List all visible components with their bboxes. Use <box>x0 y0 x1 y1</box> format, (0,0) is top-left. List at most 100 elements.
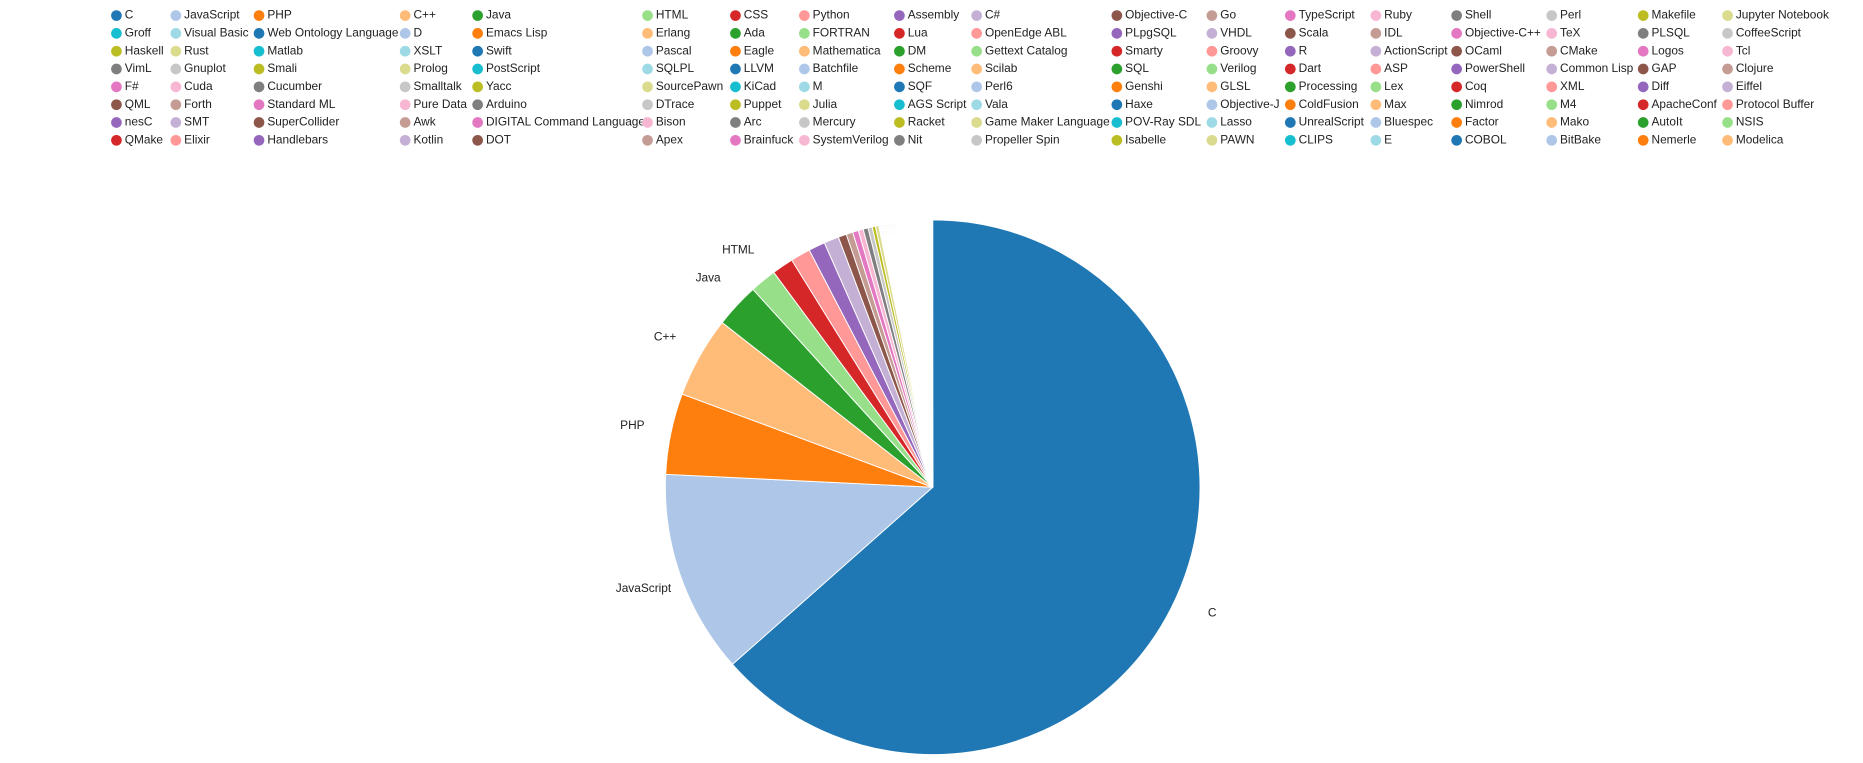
legend-label: Bluespec <box>1384 115 1433 129</box>
legend-label: PostScript <box>486 61 541 75</box>
legend-swatch <box>472 63 483 75</box>
legend-swatch <box>1284 10 1296 21</box>
legend-label: Batchfile <box>813 61 859 75</box>
legend-swatch <box>1206 63 1218 75</box>
legend-label: POV-Ray SDL <box>1125 115 1201 129</box>
legend-swatch <box>1111 134 1123 146</box>
legend-label: Vala <box>985 97 1008 111</box>
legend-swatch <box>1370 10 1382 21</box>
legend-swatch <box>799 99 810 111</box>
legend-swatch <box>894 99 905 111</box>
legend-swatch <box>799 10 810 21</box>
legend-label: Handlebars <box>267 132 328 146</box>
legend-label: Puppet <box>744 97 782 111</box>
legend-label: Lasso <box>1220 115 1252 129</box>
legend-swatch <box>1546 134 1558 146</box>
legend-label: Mathematica <box>813 43 881 57</box>
legend-label: Racket <box>908 115 946 129</box>
legend-swatch <box>799 28 810 39</box>
legend-label: Common Lisp <box>1560 61 1634 75</box>
legend-label: Perl6 <box>985 79 1013 93</box>
legend-label: Pure Data <box>413 97 467 111</box>
legend-label: Elixir <box>184 132 210 146</box>
legend-label: Smarty <box>1125 43 1163 57</box>
legend-swatch <box>1370 99 1382 111</box>
legend-label: Haskell <box>125 43 164 57</box>
slice-label: C++ <box>654 330 677 344</box>
legend-label: Cuda <box>184 79 213 93</box>
legend-swatch <box>1637 28 1649 39</box>
legend-swatch <box>1370 63 1382 75</box>
legend-swatch <box>472 10 483 21</box>
legend-label: Forth <box>184 97 212 111</box>
legend-label: DTrace <box>656 97 695 111</box>
legend-label: Logos <box>1652 43 1684 57</box>
legend-swatch <box>253 10 265 21</box>
legend-label: C++ <box>413 8 436 22</box>
legend-swatch <box>399 63 411 75</box>
legend-label: Python <box>813 8 850 22</box>
legend-swatch <box>111 117 122 128</box>
legend-swatch <box>1370 134 1382 146</box>
legend-label: SMT <box>184 115 209 129</box>
legend-swatch <box>170 117 182 128</box>
legend-label: Lex <box>1384 79 1403 93</box>
legend-label: Erlang <box>656 26 690 40</box>
legend-label: SQF <box>908 79 932 93</box>
legend-label: Propeller Spin <box>985 132 1060 146</box>
legend-label: Makefile <box>1652 8 1697 22</box>
legend-label: Nimrod <box>1465 97 1503 111</box>
legend-label: Groovy <box>1220 43 1258 57</box>
legend-swatch <box>472 81 483 93</box>
legend-label: Nit <box>908 132 923 146</box>
legend-label: Protocol Buffer <box>1736 97 1814 111</box>
legend-label: JavaScript <box>184 8 240 22</box>
legend-label: Factor <box>1465 115 1499 129</box>
legend-label: Apex <box>656 132 683 146</box>
legend-label: SystemVerilog <box>813 132 889 146</box>
legend-swatch <box>1722 45 1733 57</box>
legend-swatch <box>170 10 182 21</box>
legend-label: Objective-C <box>1125 8 1187 22</box>
legend-label: Ada <box>744 26 766 40</box>
legend-swatch <box>111 10 122 21</box>
legend-swatch <box>799 134 810 146</box>
legend-swatch <box>1284 63 1296 75</box>
legend-swatch <box>642 45 653 57</box>
legend-swatch <box>1722 99 1733 111</box>
legend-swatch <box>399 10 411 21</box>
legend-label: Jupyter Notebook <box>1736 8 1829 22</box>
legend-swatch <box>1546 117 1558 128</box>
legend-label: ColdFusion <box>1299 97 1359 111</box>
legend-label: Brainfuck <box>744 132 794 146</box>
legend-label: PowerShell <box>1465 61 1525 75</box>
legend-swatch <box>111 28 122 39</box>
legend-label: Julia <box>813 97 838 111</box>
legend-swatch <box>1284 81 1296 93</box>
legend-swatch <box>1637 117 1649 128</box>
legend-label: Perl <box>1560 8 1581 22</box>
legend-label: Assembly <box>908 8 960 22</box>
legend-swatch <box>111 81 122 93</box>
legend-label: Max <box>1384 97 1406 111</box>
legend-label: LLVM <box>744 61 774 75</box>
legend-label: BitBake <box>1560 132 1601 146</box>
legend-label: Gettext Catalog <box>985 43 1068 57</box>
legend-swatch <box>1370 81 1382 93</box>
legend-label: Go <box>1220 8 1236 22</box>
legend-label: Game Maker Language <box>985 115 1110 129</box>
legend-swatch <box>799 117 810 128</box>
legend-label: SQL <box>1125 61 1149 75</box>
legend-label: Eiffel <box>1736 79 1762 93</box>
legend-swatch <box>472 99 483 111</box>
legend-label: AutoIt <box>1652 115 1684 129</box>
legend-swatch <box>1546 10 1558 21</box>
legend-swatch <box>971 117 982 128</box>
legend-swatch <box>253 45 265 57</box>
legend-swatch <box>1546 28 1558 39</box>
legend-swatch <box>1451 10 1463 21</box>
legend-label: Groff <box>125 26 152 40</box>
legend-swatch <box>170 45 182 57</box>
legend-swatch <box>1206 28 1218 39</box>
legend-label: M4 <box>1560 97 1577 111</box>
